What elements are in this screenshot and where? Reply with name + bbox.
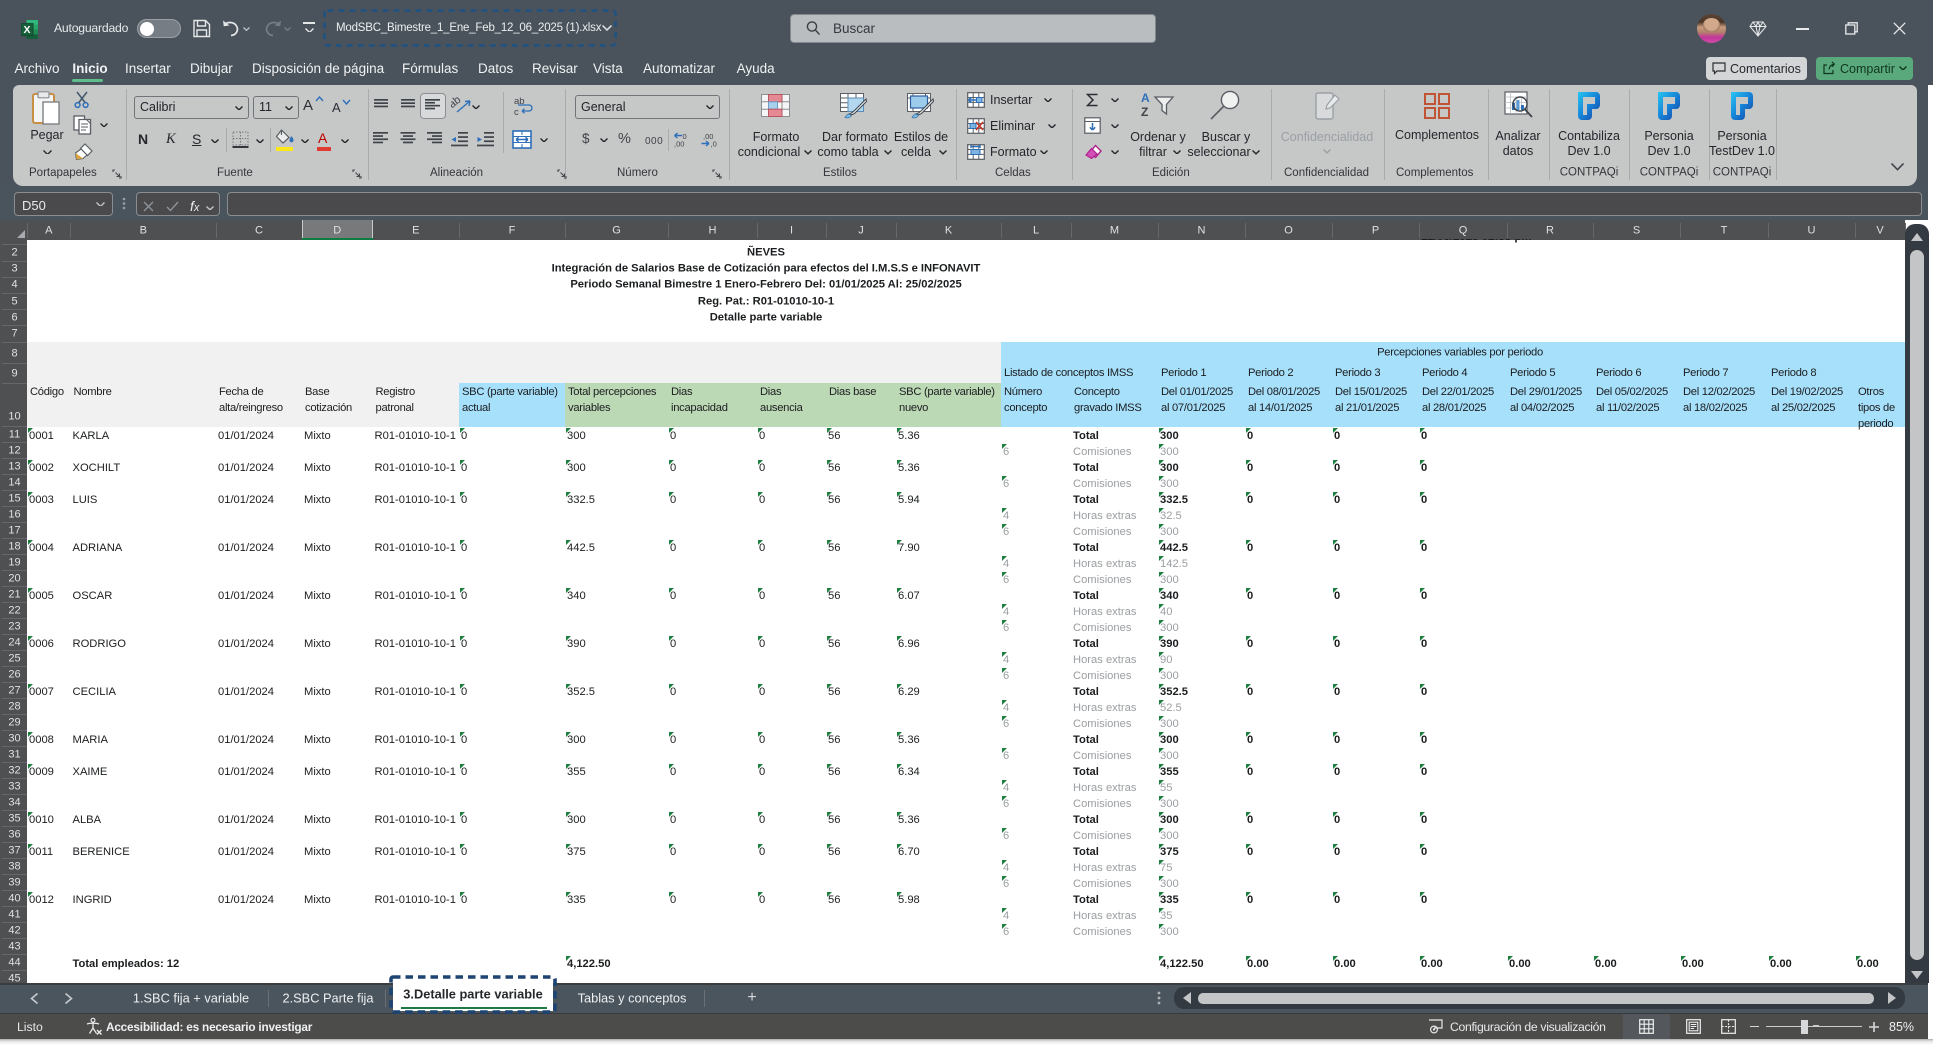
svg-text:Z: Z <box>1141 105 1148 117</box>
svg-text:ab: ab <box>514 96 525 107</box>
svg-text:0: 0 <box>683 132 687 141</box>
svg-text:X: X <box>23 24 30 36</box>
svg-text:,00: ,00 <box>674 140 684 149</box>
svg-text:,0: ,0 <box>711 140 717 149</box>
svg-text:c: c <box>514 107 519 117</box>
svg-text:A: A <box>1141 91 1150 105</box>
svg-text:,00: ,00 <box>703 132 713 141</box>
